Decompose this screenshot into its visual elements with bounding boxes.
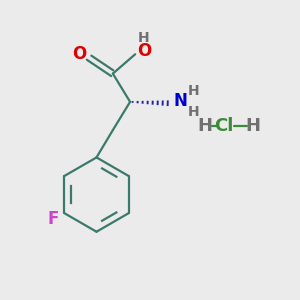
Text: H: H xyxy=(188,105,200,119)
Text: H: H xyxy=(197,117,212,135)
Text: N: N xyxy=(174,92,188,110)
Text: Cl: Cl xyxy=(214,117,234,135)
Text: H: H xyxy=(188,84,200,98)
Text: F: F xyxy=(48,210,59,228)
Text: O: O xyxy=(137,42,151,60)
Text: H: H xyxy=(245,117,260,135)
Text: O: O xyxy=(72,45,86,63)
Text: H: H xyxy=(138,31,150,45)
